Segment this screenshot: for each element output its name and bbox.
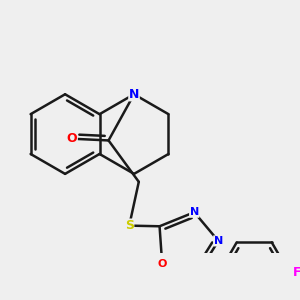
Text: N: N xyxy=(190,207,199,217)
Text: O: O xyxy=(67,132,77,146)
Text: F: F xyxy=(293,266,300,279)
Text: S: S xyxy=(125,219,134,232)
Text: N: N xyxy=(129,88,139,101)
Text: O: O xyxy=(158,259,167,269)
Text: N: N xyxy=(214,236,223,246)
